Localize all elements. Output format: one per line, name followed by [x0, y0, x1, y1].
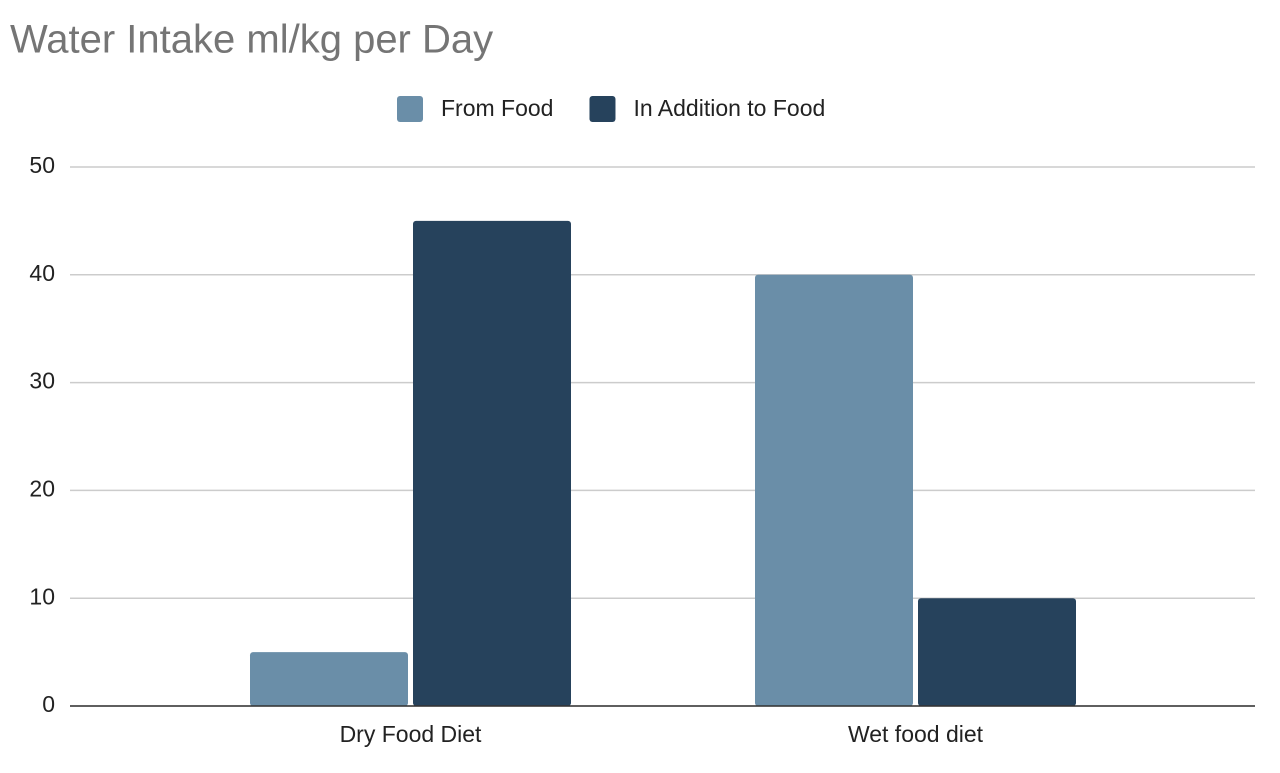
y-tick-label: 0 [42, 691, 55, 717]
x-tick-label: Dry Food Diet [340, 721, 482, 747]
y-tick-label: 50 [29, 152, 55, 178]
x-tick-label: Wet food diet [848, 721, 984, 747]
chart-title: Water Intake ml/kg per Day [10, 18, 493, 62]
legend-swatch [397, 96, 423, 122]
y-tick-label: 10 [29, 583, 55, 609]
y-tick-label: 40 [29, 260, 55, 286]
bar [250, 652, 408, 706]
legend-label: In Addition to Food [633, 95, 825, 121]
legend-label: From Food [441, 95, 553, 121]
bar [755, 274, 913, 706]
bar [918, 598, 1076, 706]
y-tick-label: 20 [29, 475, 55, 501]
bar [413, 220, 571, 706]
y-tick-label: 30 [29, 368, 55, 394]
legend-swatch [589, 96, 616, 122]
